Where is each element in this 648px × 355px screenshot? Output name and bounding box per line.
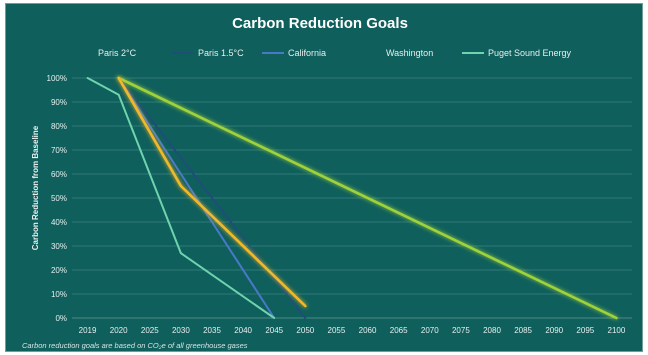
chart-series — [86, 76, 618, 320]
x-tick-label: 2050 — [296, 326, 314, 335]
chart-legend: Paris 2°C Paris 1.5°C California Washington… — [72, 48, 572, 58]
y-tick-label: 60% — [51, 170, 67, 179]
chart-gridlines — [72, 77, 632, 319]
legend-item-puget-sound-energy: Puget Sound Energy — [462, 48, 572, 58]
y-tick-label: 70% — [51, 146, 67, 155]
legend-label: Paris 2°C — [98, 48, 137, 58]
x-tick-label: 2060 — [359, 326, 377, 335]
x-tick-label: 2065 — [390, 326, 408, 335]
y-tick-label: 80% — [51, 122, 67, 131]
y-axis-ticks: 0% 10% 20% 30% 40% 50% 60% 70% 80% 90% 100% — [47, 74, 67, 323]
y-tick-label: 90% — [51, 98, 67, 107]
series-line-puget-sound-energy — [86, 77, 276, 319]
x-tick-label: 2030 — [172, 326, 190, 335]
legend-item-paris-1-5-c: Paris 1.5°C — [172, 48, 244, 58]
y-tick-label: 50% — [51, 194, 67, 203]
legend-item-washington: Washington — [360, 48, 433, 58]
chart-footnote: Carbon reduction goals are based on CO₂e… — [22, 341, 248, 350]
legend-item-california: California — [262, 48, 326, 58]
series-line-washington — [117, 76, 307, 308]
x-tick-label: 2020 — [110, 326, 128, 335]
series-line-paris-1-5-c — [117, 77, 307, 319]
legend-item-paris-2-c: Paris 2°C — [72, 48, 137, 58]
legend-label: Paris 1.5°C — [198, 48, 244, 58]
y-axis-label: Carbon Reduction from Baseline — [31, 125, 40, 250]
y-tick-label: 20% — [51, 266, 67, 275]
x-tick-label: 2090 — [545, 326, 563, 335]
x-tick-label: 2035 — [203, 326, 221, 335]
x-tick-label: 2080 — [483, 326, 501, 335]
x-tick-label: 2040 — [234, 326, 252, 335]
x-tick-label: 2100 — [608, 326, 626, 335]
x-tick-label: 2055 — [328, 326, 346, 335]
legend-label: California — [288, 48, 326, 58]
series-line-california — [117, 77, 276, 319]
y-tick-label: 100% — [47, 74, 67, 83]
chart-title: Carbon Reduction Goals — [232, 15, 408, 32]
legend-label: Washington — [386, 48, 433, 58]
y-tick-label: 40% — [51, 218, 67, 227]
y-tick-label: 10% — [51, 290, 67, 299]
y-tick-label: 0% — [55, 314, 67, 323]
x-axis-ticks: 2019 2020 2025 2030 2035 2040 2045 2050 2055 2060… — [79, 326, 626, 335]
x-tick-label: 2045 — [265, 326, 283, 335]
x-tick-label: 2085 — [514, 326, 532, 335]
x-tick-label: 2075 — [452, 326, 470, 335]
x-tick-label: 2070 — [421, 326, 439, 335]
x-tick-label: 2019 — [79, 326, 97, 335]
legend-label: Puget Sound Energy — [488, 48, 572, 58]
series-line-paris-2-c — [117, 76, 618, 320]
x-tick-label: 2025 — [141, 326, 159, 335]
x-tick-label: 2095 — [576, 326, 594, 335]
y-tick-label: 30% — [51, 242, 67, 251]
